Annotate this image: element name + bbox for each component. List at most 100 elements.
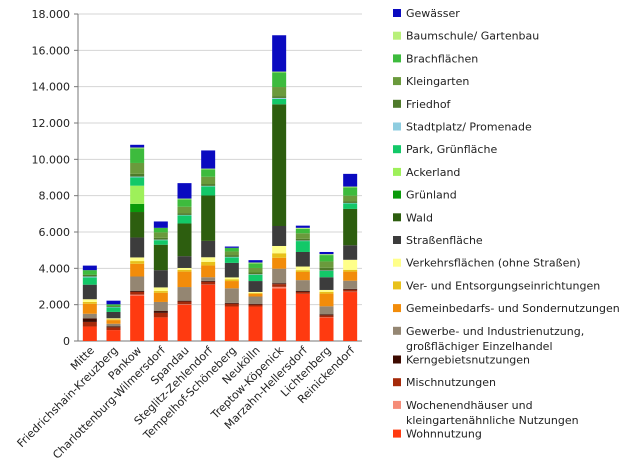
bar-segment [82, 270, 97, 275]
bar-segment [201, 169, 216, 177]
bar-segment [343, 203, 358, 209]
bar-segment [295, 233, 310, 239]
bar-segment [319, 261, 334, 268]
bar-segment [343, 291, 358, 293]
bar-segment [224, 255, 239, 257]
legend-swatch [393, 145, 401, 154]
bar-segment [272, 288, 287, 341]
bar-segment [177, 215, 192, 224]
bar-segment [248, 281, 263, 292]
bar-segment [106, 307, 121, 308]
bar-segment [106, 326, 121, 328]
legend-swatch [393, 378, 401, 387]
bar-segment [130, 177, 145, 186]
legend-item: Gewässer [393, 7, 460, 20]
bar-segment [343, 291, 358, 341]
bar-segment [319, 306, 334, 315]
legend-label: Gewässer [406, 7, 460, 20]
legend-label: Mischnutzungen [406, 376, 496, 389]
bar-segment [177, 269, 192, 272]
bar-segment [272, 96, 287, 98]
bar-segment [153, 239, 168, 241]
bar-segment [319, 270, 334, 272]
bar-segment [130, 147, 145, 149]
bar-stack [272, 35, 287, 341]
bar-stack [82, 265, 97, 341]
legend-item: Kerngebietsnutzungen [393, 354, 530, 367]
legend-label: Friedhof [406, 98, 452, 111]
bar-segment [82, 326, 97, 341]
bar-segment [177, 304, 192, 305]
bar-segment [224, 279, 239, 282]
bar-segment [177, 304, 192, 341]
legend-swatch [393, 31, 401, 40]
legend-swatch [393, 429, 401, 438]
bar-segment [153, 311, 168, 313]
bar-segment [177, 287, 192, 301]
bar-segment [248, 262, 263, 264]
bar-segment [130, 291, 145, 292]
bar-segment [248, 291, 263, 293]
bar-segment [343, 259, 358, 270]
bar-segment [177, 206, 192, 214]
legend-swatch [393, 167, 401, 176]
bar-segment [343, 187, 358, 196]
bar-stack [153, 221, 168, 341]
legend-item: Wochenendhäuser und kleingartenähnliche N… [393, 399, 579, 427]
bar-segment [295, 228, 310, 234]
bar-segment [153, 232, 168, 238]
bar-stack [106, 300, 121, 341]
bar-segment [201, 185, 216, 187]
gridlines [78, 13, 362, 306]
bar-segment [295, 291, 310, 294]
legend-label: Gemeinbedarfs- und Sondernutzungen [406, 302, 620, 315]
legend-swatch [393, 326, 401, 335]
legend-item: Gemeinbedarfs- und Sondernutzungen [393, 302, 620, 315]
bar-segment [319, 315, 334, 318]
bar-segment [82, 313, 97, 319]
bar-segment [272, 257, 287, 269]
bar-segment [248, 304, 263, 307]
legend: Gewässer Baumschule/ Gartenbau Brachfläche… [393, 7, 620, 441]
bar-segment [153, 301, 168, 312]
legend-swatch [393, 213, 401, 222]
bar-segment [130, 162, 145, 174]
bar-segment [343, 186, 358, 188]
bars [82, 35, 358, 341]
bar-segment [272, 253, 287, 258]
bar-segment [248, 274, 263, 275]
y-tick-label: 2.000 [39, 299, 71, 312]
bar-segment [224, 288, 239, 303]
bar-segment [248, 292, 263, 294]
bar-segment [272, 245, 287, 254]
bar-segment [343, 208, 358, 246]
bar-segment [343, 269, 358, 272]
bar-segment [130, 257, 145, 262]
bar-segment [130, 295, 145, 341]
bar-segment [319, 293, 334, 307]
bar-segment [295, 266, 310, 271]
bar-segment [177, 213, 192, 215]
bar-segment [295, 227, 310, 229]
bar-stack [130, 144, 145, 341]
legend-label: Ackerland [406, 166, 460, 179]
bar-segment [201, 277, 216, 281]
bar-segment [106, 304, 121, 307]
bar-segment [295, 241, 310, 252]
y-tick-label: 8.000 [39, 190, 71, 203]
bar-segment [153, 244, 168, 271]
bar-segment [106, 311, 121, 319]
bar-segment [130, 203, 145, 213]
bar-segment [177, 271, 192, 288]
y-axis: 0 2.000 4.000 6.000 8.000 10.000 12.000 14.000 1… [32, 8, 362, 348]
bar-segment [272, 72, 287, 88]
bar-segment [272, 71, 287, 73]
bar-segment [319, 317, 334, 341]
bar-segment [319, 251, 334, 255]
bar-segment [153, 237, 168, 240]
bar-stack [177, 183, 192, 341]
bar-segment [201, 284, 216, 341]
bar-stack [224, 246, 239, 341]
bar-segment [106, 318, 121, 320]
legend-label: Verkehrsflächen (ohne Straßen) [406, 257, 581, 270]
